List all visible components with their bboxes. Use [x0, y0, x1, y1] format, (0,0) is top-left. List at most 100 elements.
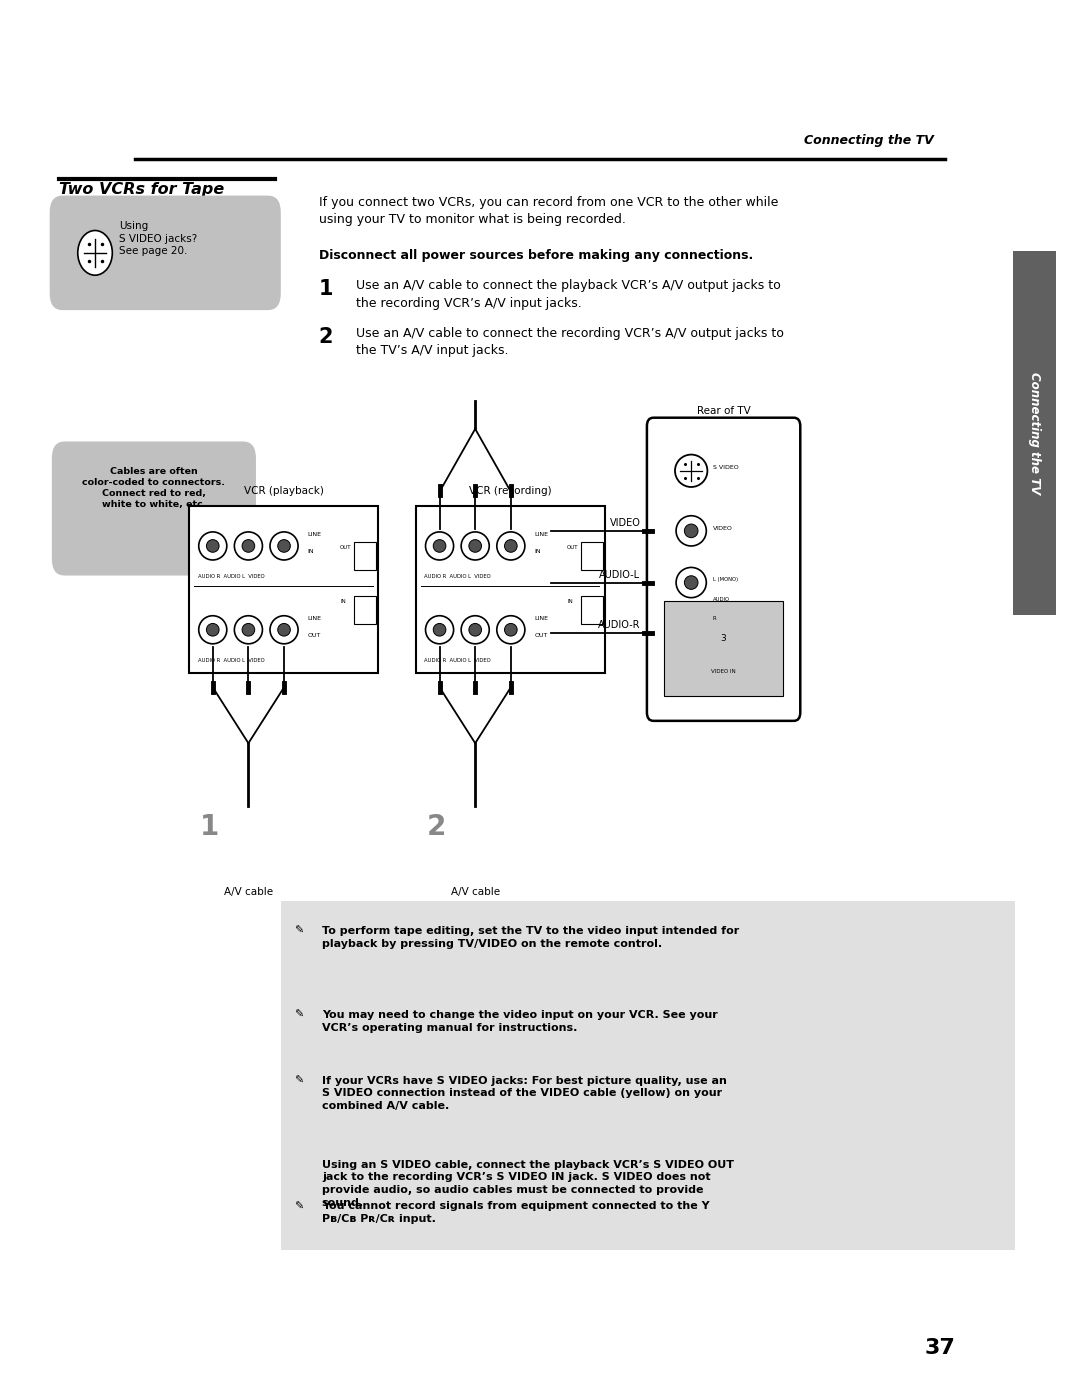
Text: VCR (recording): VCR (recording) [469, 486, 552, 496]
Bar [281, 901, 1015, 1250]
Ellipse shape [426, 532, 454, 560]
Ellipse shape [676, 617, 706, 648]
Text: Using an S VIDEO cable, connect the playback VCR’s S VIDEO OUT
jack to the recor: Using an S VIDEO cable, connect the play… [322, 1160, 733, 1208]
Text: LINE: LINE [535, 616, 549, 620]
Ellipse shape [676, 567, 706, 598]
Ellipse shape [461, 616, 489, 644]
Ellipse shape [234, 532, 262, 560]
Text: LINE: LINE [308, 616, 322, 620]
Text: VIDEO IN: VIDEO IN [712, 669, 735, 675]
Bar [416, 506, 605, 673]
Text: ✎: ✎ [294, 926, 303, 936]
FancyBboxPatch shape [52, 441, 256, 576]
Text: IN: IN [567, 599, 572, 604]
Text: 2: 2 [427, 813, 446, 841]
Ellipse shape [206, 623, 219, 636]
Text: VIDEO: VIDEO [713, 525, 732, 531]
Text: IN: IN [535, 549, 541, 553]
Text: Use an A/V cable to connect the playback VCR’s A/V output jacks to
the recording: Use an A/V cable to connect the playback… [356, 279, 781, 310]
Ellipse shape [199, 532, 227, 560]
Ellipse shape [199, 616, 227, 644]
Text: A/V cable: A/V cable [450, 887, 500, 897]
Text: AUDIO R  AUDIO L  VIDEO: AUDIO R AUDIO L VIDEO [198, 574, 265, 578]
Ellipse shape [278, 623, 291, 636]
Text: You may need to change the video input on your VCR. See your
VCR’s operating man: You may need to change the video input o… [322, 1010, 717, 1032]
Text: If you connect two VCRs, you can record from one VCR to the other while
using yo: If you connect two VCRs, you can record … [319, 196, 778, 226]
Ellipse shape [357, 599, 377, 619]
Text: AUDIO-L: AUDIO-L [599, 570, 640, 580]
Text: ✎: ✎ [294, 1201, 303, 1211]
Ellipse shape [685, 626, 698, 640]
Text: S VIDEO: S VIDEO [713, 465, 739, 471]
Text: 1: 1 [319, 279, 333, 299]
Text: 2: 2 [319, 327, 333, 346]
Text: IN: IN [340, 599, 346, 604]
Text: Rear of TV: Rear of TV [697, 407, 751, 416]
Ellipse shape [469, 539, 482, 552]
Ellipse shape [584, 546, 604, 566]
Text: OUT: OUT [308, 633, 321, 637]
Text: Disconnect all power sources before making any connections.: Disconnect all power sources before maki… [319, 249, 753, 261]
Ellipse shape [433, 623, 446, 636]
Ellipse shape [584, 599, 604, 619]
Text: L (MONO): L (MONO) [713, 577, 738, 583]
Ellipse shape [504, 623, 517, 636]
Text: To perform tape editing, set the TV to the video input intended for
playback by : To perform tape editing, set the TV to t… [322, 926, 739, 949]
Text: OUT: OUT [567, 545, 579, 550]
Bar [354, 542, 376, 570]
Ellipse shape [497, 532, 525, 560]
Ellipse shape [242, 539, 255, 552]
Ellipse shape [426, 616, 454, 644]
Text: AUDIO R  AUDIO L  VIDEO: AUDIO R AUDIO L VIDEO [424, 658, 491, 662]
Text: IN: IN [308, 549, 314, 553]
Circle shape [78, 231, 112, 275]
Bar [664, 601, 783, 696]
Text: If your VCRs have S VIDEO jacks: For best picture quality, use an
S VIDEO connec: If your VCRs have S VIDEO jacks: For bes… [322, 1076, 727, 1111]
Text: 37: 37 [924, 1338, 955, 1358]
Text: 1: 1 [200, 813, 219, 841]
Text: Using
S VIDEO jacks?
See page 20.: Using S VIDEO jacks? See page 20. [119, 221, 197, 256]
Text: A/V cable: A/V cable [224, 887, 273, 897]
Text: R: R [713, 616, 716, 622]
Ellipse shape [497, 616, 525, 644]
Ellipse shape [685, 576, 698, 590]
Bar [581, 595, 603, 623]
Text: Two VCRs for Tape
Editing: Two VCRs for Tape Editing [59, 182, 225, 214]
Text: LINE: LINE [308, 532, 322, 536]
Ellipse shape [278, 539, 291, 552]
Ellipse shape [270, 532, 298, 560]
Ellipse shape [242, 623, 255, 636]
Text: Connecting the TV: Connecting the TV [1028, 372, 1041, 495]
Bar [581, 542, 603, 570]
Text: You cannot record signals from equipment connected to the Y
Pʙ/Cʙ Pʀ/Cʀ input.: You cannot record signals from equipment… [322, 1201, 710, 1224]
FancyBboxPatch shape [647, 418, 800, 721]
Ellipse shape [357, 546, 377, 566]
Text: LINE: LINE [535, 532, 549, 536]
Text: 3: 3 [720, 634, 727, 643]
Ellipse shape [206, 539, 219, 552]
Text: OUT: OUT [535, 633, 548, 637]
Bar [1013, 251, 1056, 615]
Text: AUDIO-R: AUDIO-R [598, 620, 640, 630]
Text: VCR (playback): VCR (playback) [244, 486, 323, 496]
Text: AUDIO: AUDIO [713, 597, 730, 602]
Text: ✎: ✎ [294, 1076, 303, 1085]
Text: AUDIO R  AUDIO L  VIDEO: AUDIO R AUDIO L VIDEO [424, 574, 491, 578]
Text: VIDEO: VIDEO [609, 518, 640, 528]
Ellipse shape [504, 539, 517, 552]
Text: Use an A/V cable to connect the recording VCR’s A/V output jacks to
the TV’s A/V: Use an A/V cable to connect the recordin… [356, 327, 784, 358]
Bar [354, 595, 376, 623]
Bar [189, 506, 378, 673]
Text: Cables are often
color-coded to connectors.
Connect red to red,
white to white, : Cables are often color-coded to connecto… [82, 467, 226, 509]
Text: ✎: ✎ [294, 1010, 303, 1020]
Ellipse shape [234, 616, 262, 644]
Text: Connecting the TV: Connecting the TV [805, 134, 934, 147]
Text: AUDIO R  AUDIO L  VIDEO: AUDIO R AUDIO L VIDEO [198, 658, 265, 662]
Ellipse shape [675, 454, 707, 488]
Ellipse shape [469, 623, 482, 636]
Text: OUT: OUT [340, 545, 352, 550]
Ellipse shape [461, 532, 489, 560]
Ellipse shape [685, 524, 698, 538]
Ellipse shape [270, 616, 298, 644]
Ellipse shape [676, 515, 706, 546]
